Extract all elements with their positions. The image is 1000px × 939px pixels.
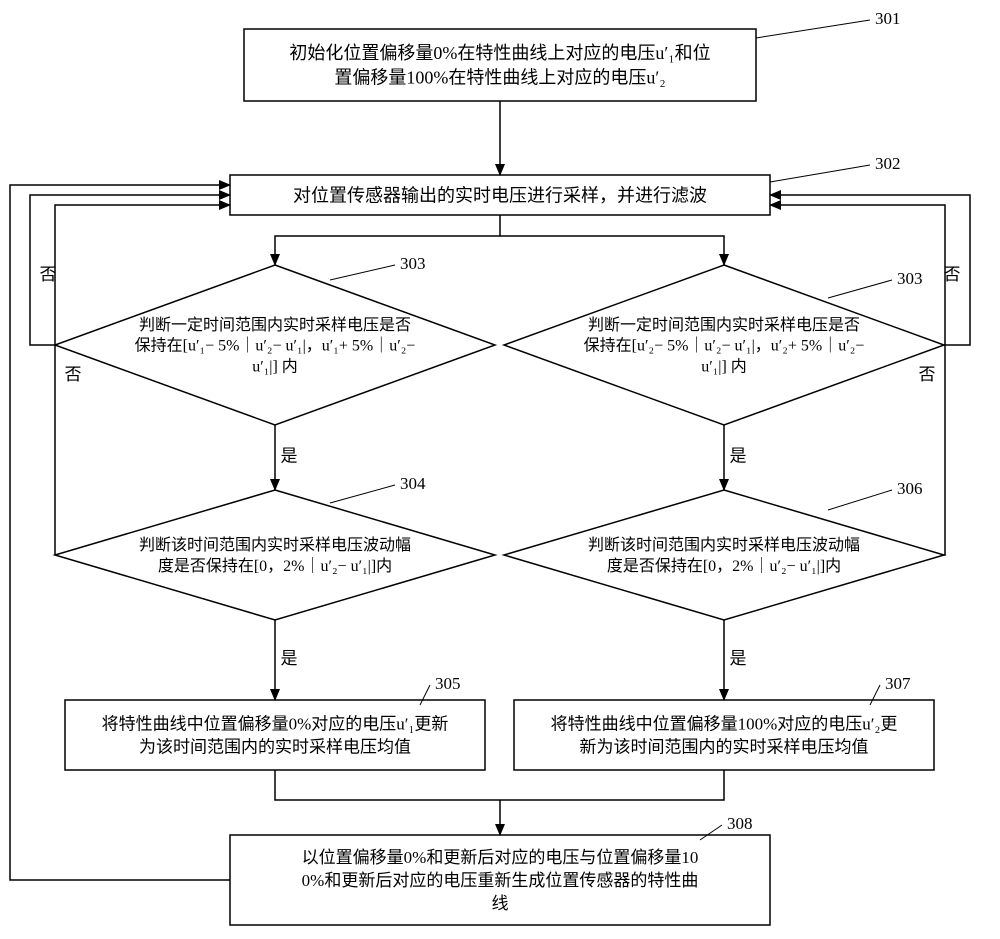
node-302: 对位置传感器输出的实时电压进行采样，并进行滤波 bbox=[230, 175, 770, 215]
label-304: 304 bbox=[400, 474, 426, 493]
svg-text:线: 线 bbox=[492, 894, 509, 913]
svg-text:置偏移量100%在特性曲线上对应的电压u′₂: 置偏移量100%在特性曲线上对应的电压u′₂ bbox=[334, 67, 665, 87]
svg-text:保持在[u′₁− 5%｜u′₂− u′₁|，u′₁+ 5%｜: 保持在[u′₁− 5%｜u′₂− u′₁|，u′₁+ 5%｜u′₂− bbox=[135, 337, 416, 355]
svg-text:是: 是 bbox=[281, 649, 298, 668]
label-303-left: 303 bbox=[400, 254, 426, 273]
svg-text:判断该时间范围内实时采样电压波动幅: 判断该时间范围内实时采样电压波动幅 bbox=[588, 536, 860, 554]
svg-text:判断一定时间范围内实时采样电压是否: 判断一定时间范围内实时采样电压是否 bbox=[588, 316, 860, 334]
svg-text:为该时间范围内的实时采样电压均值: 为该时间范围内的实时采样电压均值 bbox=[139, 737, 411, 756]
node-308: 以位置偏移量0%和更新后对应的电压与位置偏移量10 0%和更新后对应的电压重新生成… bbox=[230, 835, 770, 925]
label-305: 305 bbox=[435, 674, 461, 693]
svg-text:新为该时间范围内的实时采样电压均值: 新为该时间范围内的实时采样电压均值 bbox=[580, 737, 869, 756]
svg-text:判断该时间范围内实时采样电压波动幅: 判断该时间范围内实时采样电压波动幅 bbox=[139, 536, 411, 554]
label-308: 308 bbox=[727, 814, 753, 833]
svg-text:将特性曲线中位置偏移量0%对应的电压u′₁更新: 将特性曲线中位置偏移量0%对应的电压u′₁更新 bbox=[102, 714, 449, 733]
svg-text:0%和更新后对应的电压重新生成位置传感器的特性曲: 0%和更新后对应的电压重新生成位置传感器的特性曲 bbox=[302, 871, 699, 890]
node-304: 判断该时间范围内实时采样电压波动幅度是否保持在[0，2%｜u′₂− u′₁|]内 bbox=[55, 490, 495, 620]
node-303-right: 判断一定时间范围内实时采样电压是否保持在[u′₂− 5%｜u′₂− u′₁|，u… bbox=[504, 265, 944, 425]
node-305: 将特性曲线中位置偏移量0%对应的电压u′₁更新为该时间范围内的实时采样电压均值 bbox=[65, 700, 485, 770]
svg-text:度是否保持在[0，2%｜u′₂− u′₁|]内: 度是否保持在[0，2%｜u′₂− u′₁|]内 bbox=[158, 557, 392, 575]
node-303-left: 判断一定时间范围内实时采样电压是否保持在[u′₁− 5%｜u′₂− u′₁|，u… bbox=[55, 265, 495, 425]
label-301: 301 bbox=[875, 9, 901, 28]
svg-text:否: 否 bbox=[40, 265, 57, 284]
node-307: 将特性曲线中位置偏移量100%对应的电压u′₂更新为该时间范围内的实时采样电压均… bbox=[514, 700, 934, 770]
label-307: 307 bbox=[885, 674, 911, 693]
svg-text:以位置偏移量0%和更新后对应的电压与位置偏移量10: 以位置偏移量0%和更新后对应的电压与位置偏移量10 bbox=[302, 848, 699, 867]
svg-text:否: 否 bbox=[944, 265, 961, 284]
label-306: 306 bbox=[897, 479, 923, 498]
svg-text:判断一定时间范围内实时采样电压是否: 判断一定时间范围内实时采样电压是否 bbox=[139, 316, 411, 334]
svg-text:是: 是 bbox=[281, 447, 298, 466]
label-303-right: 303 bbox=[897, 269, 923, 288]
svg-text:是: 是 bbox=[730, 649, 747, 668]
label-302: 302 bbox=[875, 154, 901, 173]
svg-text:u′₁|] 内: u′₁|] 内 bbox=[252, 357, 298, 375]
svg-text:将特性曲线中位置偏移量100%对应的电压u′₂更: 将特性曲线中位置偏移量100%对应的电压u′₂更 bbox=[551, 714, 898, 733]
svg-text:初始化位置偏移量0%在特性曲线上对应的电压u′₁和位: 初始化位置偏移量0%在特性曲线上对应的电压u′₁和位 bbox=[289, 43, 710, 63]
svg-text:度是否保持在[0，2%｜u′₂− u′₁|]内: 度是否保持在[0，2%｜u′₂− u′₁|]内 bbox=[607, 557, 841, 575]
svg-text:否: 否 bbox=[919, 365, 936, 384]
svg-text:否: 否 bbox=[65, 365, 82, 384]
svg-text:保持在[u′₂− 5%｜u′₂− u′₁|，u′₂+ 5%｜: 保持在[u′₂− 5%｜u′₂− u′₁|，u′₂+ 5%｜u′₂− bbox=[584, 337, 865, 355]
svg-text:是: 是 bbox=[730, 447, 747, 466]
node-306: 判断该时间范围内实时采样电压波动幅度是否保持在[0，2%｜u′₂− u′₁|]内 bbox=[504, 490, 944, 620]
svg-text:对位置传感器输出的实时电压进行采样，并进行滤波: 对位置传感器输出的实时电压进行采样，并进行滤波 bbox=[293, 185, 707, 205]
svg-text:u′₁|] 内: u′₁|] 内 bbox=[701, 357, 747, 375]
node-301: 初始化位置偏移量0%在特性曲线上对应的电压u′₁和位置偏移量100%在特性曲线上… bbox=[244, 29, 756, 101]
